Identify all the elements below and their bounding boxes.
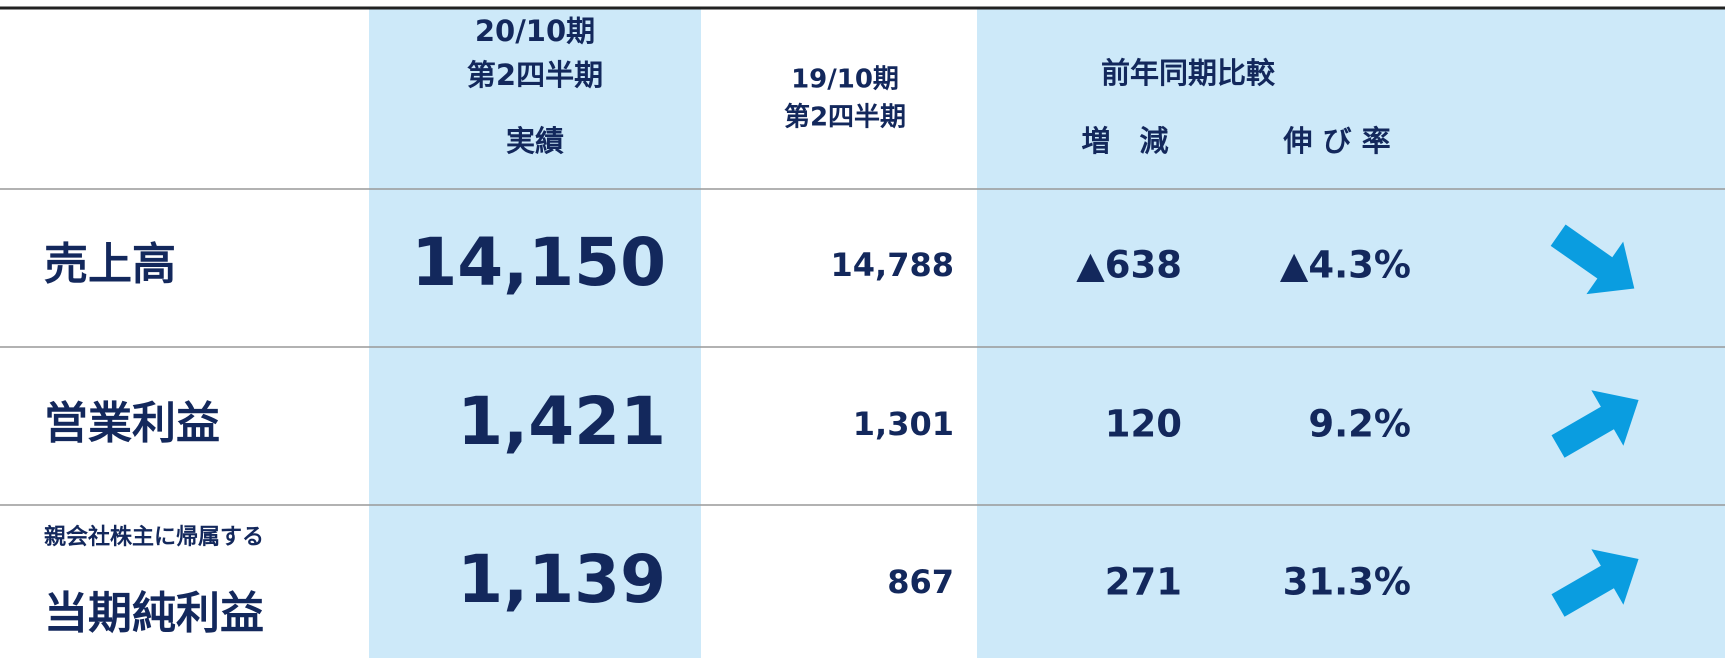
rate-value: 31.3% bbox=[1283, 561, 1411, 604]
arrow-up bbox=[1551, 390, 1639, 458]
header-text: 増 減 bbox=[1081, 124, 1168, 158]
header-text: 伸 び 率 bbox=[1282, 124, 1390, 158]
header-text: 20/10期 bbox=[475, 14, 595, 48]
header-text: 前年同期比較 bbox=[1101, 56, 1276, 90]
change-value: 120 bbox=[1105, 403, 1182, 446]
rate-value: 9.2% bbox=[1308, 403, 1411, 446]
change-value: 271 bbox=[1105, 561, 1182, 604]
header-text: 第2四半期 bbox=[467, 58, 603, 92]
change-value: ▲638 bbox=[1076, 244, 1182, 287]
prior-value: 867 bbox=[887, 563, 954, 601]
trend-arrows bbox=[1550, 224, 1639, 617]
actual-value: 1,139 bbox=[457, 541, 666, 618]
prior-value: 1,301 bbox=[853, 405, 954, 443]
row-label: 営業利益 bbox=[44, 398, 220, 449]
row-label: 売上高 bbox=[44, 239, 176, 290]
actual-column-bg bbox=[369, 9, 701, 658]
header-text: 第2四半期 bbox=[784, 102, 906, 133]
comparison-column-bg bbox=[977, 9, 1725, 658]
row-sublabel: 親会社株主に帰属する bbox=[44, 524, 264, 550]
header-text: 実績 bbox=[506, 124, 564, 158]
row-label: 当期純利益 bbox=[44, 588, 264, 639]
actual-value: 1,421 bbox=[457, 383, 666, 460]
prior-value: 14,788 bbox=[831, 246, 954, 284]
arrow-up bbox=[1551, 549, 1639, 617]
actual-value: 14,150 bbox=[411, 224, 666, 301]
header-text: 19/10期 bbox=[791, 65, 899, 95]
rate-value: ▲4.3% bbox=[1280, 244, 1411, 287]
arrow-down bbox=[1550, 224, 1635, 295]
